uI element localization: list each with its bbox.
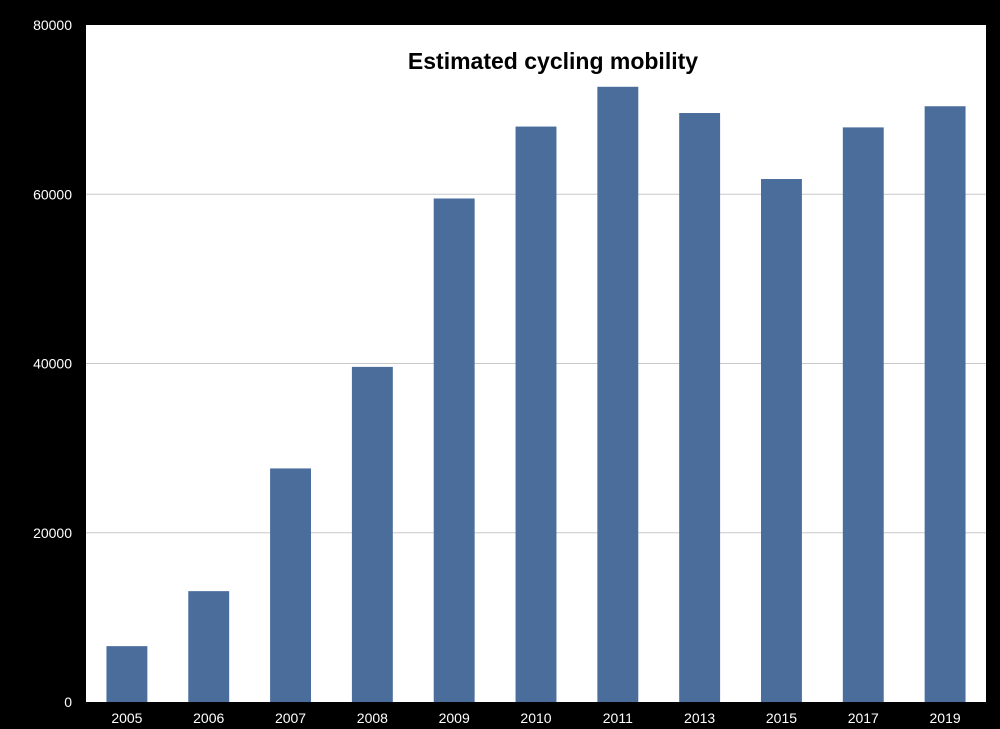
x-tick-label: 2019 [930, 710, 961, 726]
x-tick-label: 2007 [275, 710, 306, 726]
bar-2013 [679, 113, 721, 702]
bar-2005 [106, 646, 148, 702]
x-tick-label: 2011 [603, 710, 633, 726]
x-tick-label: 2005 [111, 710, 142, 726]
y-axis-ticks: 0 20000 40000 60000 80000 [33, 17, 72, 710]
x-tick-label: 2009 [439, 710, 470, 726]
y-tick-label: 80000 [33, 17, 72, 33]
bar-2019 [924, 106, 966, 703]
bar-2017 [842, 127, 884, 703]
bar-2007 [270, 468, 311, 702]
x-tick-label: 2015 [766, 710, 797, 726]
bar-2008 [351, 366, 393, 702]
x-tick-label: 2008 [357, 710, 388, 726]
x-tick-label: 2013 [684, 710, 715, 726]
y-tick-label: 60000 [33, 186, 72, 202]
bar-2011 [597, 86, 639, 703]
chart-title: Estimated cycling mobility [408, 48, 698, 74]
x-tick-label: 2010 [520, 710, 551, 726]
x-tick-label: 2006 [193, 710, 224, 726]
y-tick-label: 20000 [33, 525, 72, 541]
bar-2009 [433, 198, 475, 702]
x-axis-ticks: 2005 2006 2007 2008 2009 2010 2011 2013 2015 2017… [111, 710, 961, 726]
bar-2010 [515, 126, 557, 703]
y-tick-label: 0 [64, 694, 72, 710]
x-tick-label: 2017 [848, 710, 879, 726]
bar-2015 [761, 179, 802, 702]
bars [106, 86, 966, 703]
y-tick-label: 40000 [33, 356, 72, 372]
bar-2006 [188, 591, 230, 702]
